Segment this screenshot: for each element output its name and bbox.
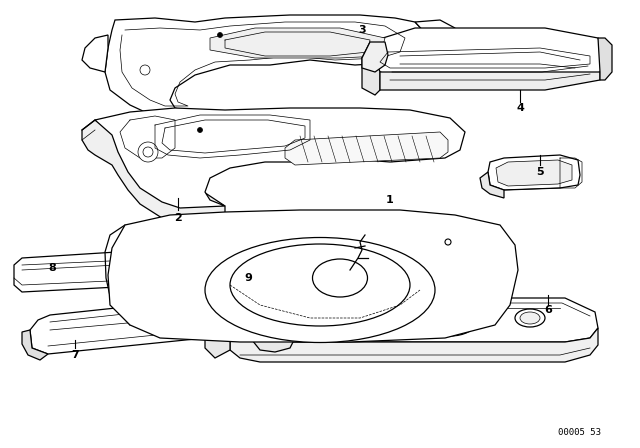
Ellipse shape xyxy=(336,312,374,332)
Text: 6: 6 xyxy=(544,305,552,315)
Polygon shape xyxy=(230,328,598,362)
Polygon shape xyxy=(380,72,600,90)
Polygon shape xyxy=(22,330,48,360)
Polygon shape xyxy=(362,42,380,95)
Text: 4: 4 xyxy=(516,103,524,113)
Polygon shape xyxy=(488,155,580,190)
Polygon shape xyxy=(212,258,226,278)
Text: 2: 2 xyxy=(174,213,182,223)
Ellipse shape xyxy=(329,308,381,336)
Polygon shape xyxy=(82,120,225,226)
Polygon shape xyxy=(285,132,448,165)
Polygon shape xyxy=(496,160,572,186)
Circle shape xyxy=(140,65,150,75)
Circle shape xyxy=(218,33,223,38)
Ellipse shape xyxy=(424,308,476,336)
Polygon shape xyxy=(95,108,465,208)
Polygon shape xyxy=(252,278,295,340)
Text: 3: 3 xyxy=(358,25,366,35)
Polygon shape xyxy=(362,28,605,82)
Ellipse shape xyxy=(230,244,410,326)
Polygon shape xyxy=(14,248,212,292)
Text: 00005 53: 00005 53 xyxy=(559,427,602,436)
Polygon shape xyxy=(362,42,388,72)
Polygon shape xyxy=(30,298,245,354)
Polygon shape xyxy=(108,210,518,342)
Text: 1: 1 xyxy=(386,195,394,205)
Polygon shape xyxy=(205,310,230,358)
Ellipse shape xyxy=(520,312,540,324)
Circle shape xyxy=(143,147,153,157)
Text: 8: 8 xyxy=(48,263,56,273)
Polygon shape xyxy=(252,325,295,352)
Polygon shape xyxy=(228,302,255,338)
Text: 9: 9 xyxy=(244,273,252,283)
Ellipse shape xyxy=(515,309,545,327)
Ellipse shape xyxy=(205,237,435,343)
Polygon shape xyxy=(82,35,108,72)
Circle shape xyxy=(138,142,158,162)
Circle shape xyxy=(198,128,202,133)
Polygon shape xyxy=(210,28,385,58)
Polygon shape xyxy=(198,252,222,284)
Polygon shape xyxy=(480,172,504,198)
Text: 7: 7 xyxy=(71,350,79,360)
Ellipse shape xyxy=(431,312,469,332)
Polygon shape xyxy=(415,20,455,48)
Text: 5: 5 xyxy=(536,167,544,177)
Circle shape xyxy=(445,239,451,245)
Polygon shape xyxy=(230,298,598,342)
Polygon shape xyxy=(105,15,430,112)
Polygon shape xyxy=(598,38,612,80)
Ellipse shape xyxy=(312,259,367,297)
